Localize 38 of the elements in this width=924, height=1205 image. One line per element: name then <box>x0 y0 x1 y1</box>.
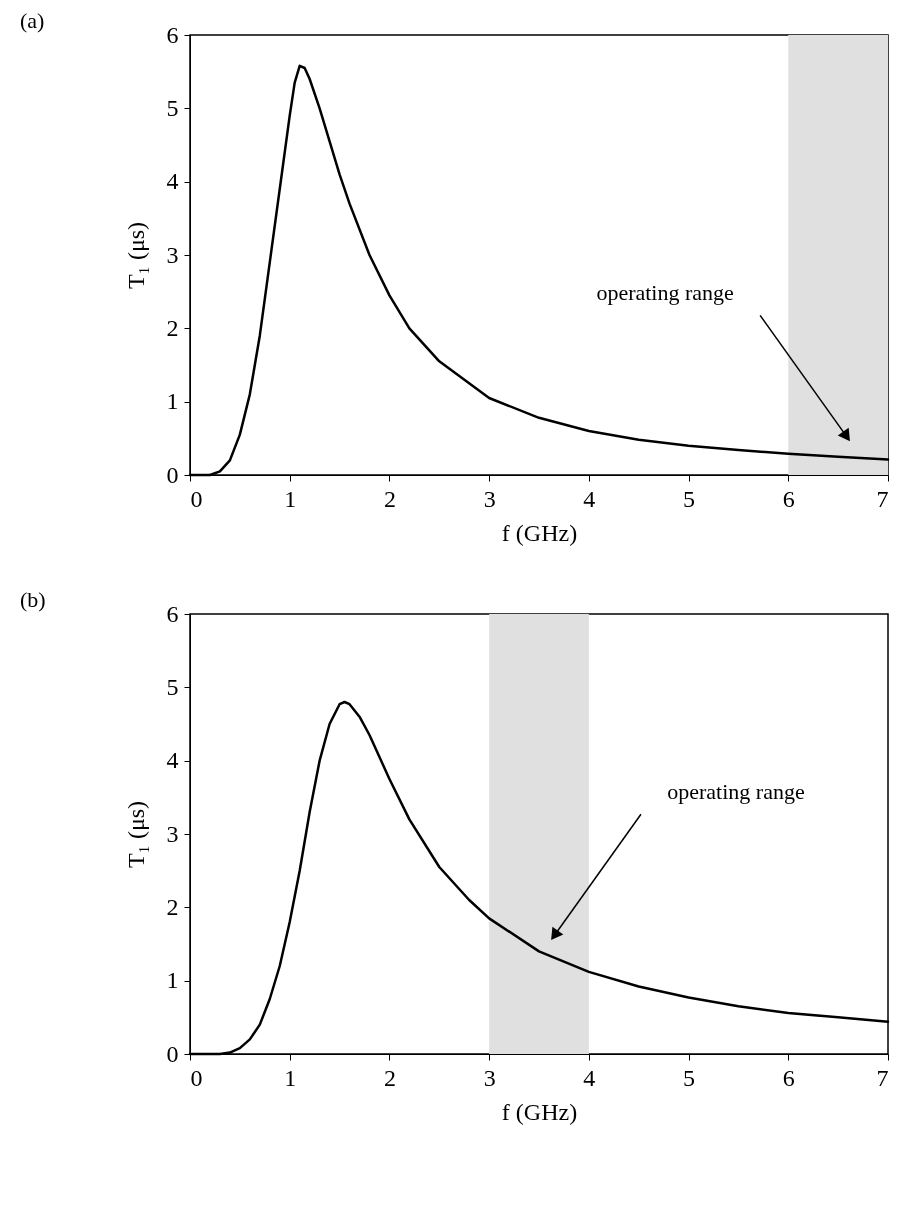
annotation: operating range <box>596 280 734 306</box>
y-tick-label: 6 <box>166 600 179 627</box>
x-tick-label: 4 <box>583 485 596 512</box>
chart-title: (a) <box>20 8 45 33</box>
y-axis-title: T₁ (μs) <box>122 221 149 290</box>
x-axis-title: f (GHz) <box>501 1098 578 1125</box>
x-tick-label: 0 <box>190 485 203 512</box>
x-tick-label: 2 <box>383 1064 396 1091</box>
y-tick-label: 2 <box>166 314 179 341</box>
y-tick-label: 5 <box>166 673 179 700</box>
y-tick-label: 3 <box>166 820 179 847</box>
chart-title: (b) <box>20 587 46 612</box>
y-tick-label: 0 <box>166 461 179 488</box>
x-tick-label: 7 <box>876 1064 889 1091</box>
x-tick-label: 4 <box>583 1064 596 1091</box>
y-tick-label: 6 <box>166 21 179 48</box>
y-tick-label: 4 <box>166 168 179 195</box>
y-tick-label: 3 <box>166 241 179 268</box>
x-tick-label: 2 <box>383 485 396 512</box>
x-axis-title: f (GHz) <box>501 519 578 546</box>
x-tick-label: 6 <box>782 485 795 512</box>
x-tick-label: 5 <box>683 1064 696 1091</box>
x-tick-label: 5 <box>683 485 696 512</box>
y-axis-title: T₁ (μs) <box>122 800 149 869</box>
x-tick-label: 3 <box>483 485 496 512</box>
annotation: operating range <box>667 779 805 805</box>
x-tick-label: 1 <box>284 1064 297 1091</box>
x-tick-label: 0 <box>190 1064 203 1091</box>
x-tick-label: 1 <box>284 485 297 512</box>
x-tick-label: 7 <box>876 485 889 512</box>
y-tick-label: 4 <box>166 747 179 774</box>
y-tick-label: 2 <box>166 893 179 920</box>
x-tick-label: 6 <box>782 1064 795 1091</box>
x-tick-label: 3 <box>483 1064 496 1091</box>
y-tick-label: 0 <box>166 1040 179 1067</box>
y-tick-label: 5 <box>166 94 179 121</box>
y-tick-label: 1 <box>166 388 179 415</box>
y-tick-label: 1 <box>166 967 179 994</box>
